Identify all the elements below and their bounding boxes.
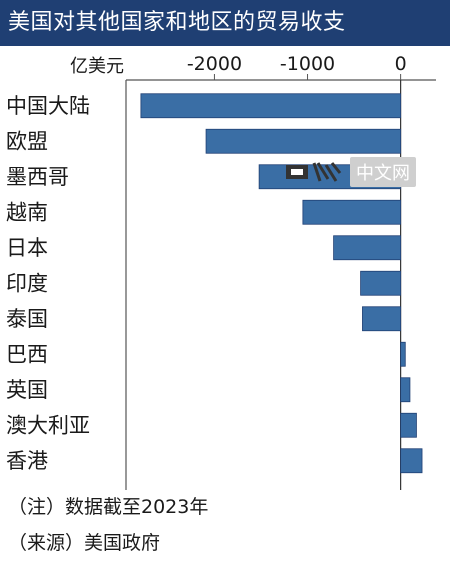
category-label: 巴西 <box>6 342 48 366</box>
bar-10 <box>400 448 423 474</box>
category-label: 香港 <box>6 449 48 473</box>
bar-9 <box>400 412 417 438</box>
x-tick-label: -2000 <box>187 53 242 75</box>
bar-1 <box>205 128 402 154</box>
unit-label: 亿美元 <box>70 56 124 77</box>
category-label: 越南 <box>6 200 48 224</box>
category-label: 英国 <box>6 378 48 402</box>
category-label: 泰国 <box>6 307 48 331</box>
footnote-source: （来源）美国政府 <box>8 532 161 554</box>
bar-5 <box>360 270 402 296</box>
bar-4 <box>333 235 402 261</box>
bar-chart: 亿美元 -2000 -1000 0 中国大陆欧盟墨西哥越南日本印度泰国巴西英国澳大利… <box>6 53 436 490</box>
category-label: 中国大陆 <box>6 94 90 118</box>
footnote-note: （注）数据截至2023年 <box>8 496 209 518</box>
chart-title: 美国对其他国家和地区的贸易收支 <box>0 0 450 46</box>
watermark: 中文网 <box>284 156 434 188</box>
bar-6 <box>362 306 402 332</box>
watermark-text: 中文网 <box>350 157 416 187</box>
x-tick-label: 0 <box>395 53 407 75</box>
category-label: 澳大利亚 <box>6 413 90 437</box>
bar-8 <box>400 377 411 403</box>
bar-3 <box>302 199 402 225</box>
nikkei-logo-icon <box>286 162 342 182</box>
category-label: 欧盟 <box>6 129 48 153</box>
bar-0 <box>140 93 402 119</box>
category-label: 墨西哥 <box>6 165 69 189</box>
category-label: 印度 <box>6 271 48 295</box>
category-label: 日本 <box>6 236 48 260</box>
bar-7 <box>400 341 406 367</box>
x-tick-label: -1000 <box>280 53 335 75</box>
